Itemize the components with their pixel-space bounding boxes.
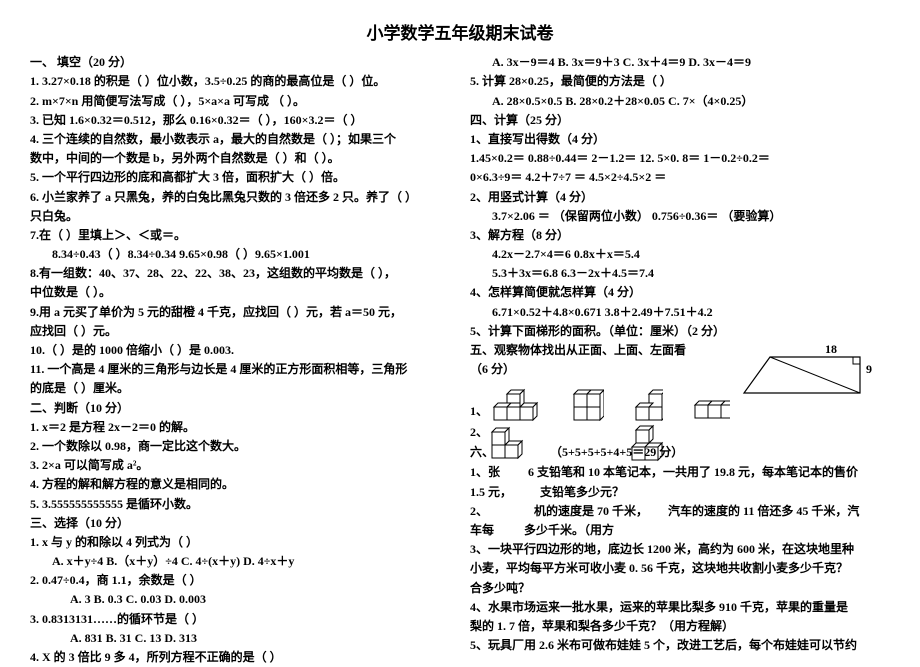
j2: 2. 一个数除以 0.98，商一定比这个数大。: [30, 437, 450, 456]
calc-5-heading: 5、计算下面梯形的面积。（单位：厘米）（2 分）: [470, 322, 890, 341]
s6-score: （5+5+5+5+4+5＝29 分）: [550, 445, 683, 459]
cube-shape-2: [572, 381, 604, 421]
q4a: 4. 三个连续的自然数，最小数表示 a，最大的自然数是（ ）；如果三个: [30, 130, 450, 149]
a1c: 1.5 元，: [470, 485, 512, 499]
j4: 4. 方程的解和解方程的意义是相同的。: [30, 475, 450, 494]
q3: 3. 已知 1.6×0.32＝0.512，那么 0.16×0.32＝（ ），16…: [30, 111, 450, 130]
cube-shapes-row: 1、: [470, 381, 730, 421]
j3: 3. 2×a 可以简写成 a²。: [30, 456, 450, 475]
trapezoid-diagonal: [770, 357, 860, 393]
q7a: 7.在（ ）里填上＞、＜或＝。: [30, 226, 450, 245]
a2d: 车每: [470, 523, 494, 537]
app-3b: 小麦，平均每平方米可收小麦 0. 56 千克，这块地共收割小麦多少千克？: [470, 559, 890, 578]
q8a: 8.有一组数：40、37、28、22、22、38、23，这组数的平均数是（ ），: [30, 264, 450, 283]
cube-shape-1: [492, 381, 542, 421]
trap-right-label: 9: [866, 362, 872, 376]
q11a: 11. 一个高是 4 厘米的三角形与边长是 4 厘米的正方形面积相等，三角形: [30, 360, 450, 379]
section-3-heading: 三、选择（10 分）: [30, 514, 450, 533]
a2a: 2、: [470, 504, 488, 518]
section-4-heading: 四、计算（25 分）: [470, 111, 890, 130]
q8b: 中位数是（ ）。: [30, 283, 450, 302]
section-5a: 五、观察物体找出从正面、上面、左面看 写在（ ）里: [470, 341, 730, 360]
x2: 2. 0.47÷0.4，商 1.1，余数是（ ）: [30, 571, 450, 590]
cube-shape-4: [693, 391, 730, 421]
x4-options: A. 3x－9＝4 B. 3x＝9＋3 C. 3x＋4＝9 D. 3x－4＝9: [470, 53, 890, 72]
a2e: 多少千米。（用方: [524, 523, 614, 537]
app-1a: 1、张 6 支铅笔和 10 本笔记本，一共用了 19.8 元，每本笔记本的售价: [470, 463, 890, 482]
a1a: 1、张: [470, 465, 500, 479]
q9a: 9.用 a 元买了单价为 5 元的甜橙 4 千克，应找回（ ）元，若 a＝50 …: [30, 303, 450, 322]
shape-2-label: 2、: [470, 423, 488, 442]
page-title: 小学数学五年级期末试卷: [30, 20, 890, 47]
c1b: 0×6.3÷9＝ 4.2＋7÷7 ＝ 4.5×2÷4.5×2 ＝: [470, 168, 890, 187]
q6b: 只白兔。: [30, 207, 450, 226]
c1a: 1.45×0.2＝ 0.88÷0.44＝ 2－1.2＝ 12. 5×0. 8＝ …: [470, 149, 890, 168]
a2b: 机的速度是 70 千米，: [534, 504, 648, 518]
trap-top-label: 18: [825, 343, 837, 356]
calc-3-heading: 3、解方程（8 分）: [470, 226, 890, 245]
x1-options: A. x＋y÷4 B.（x＋y）÷4 C. 4÷(x＋y) D. 4÷x＋y: [30, 552, 450, 571]
j1: 1. x＝2 是方程 2x－2＝0 的解。: [30, 418, 450, 437]
c3b: 5.3＋3x＝6.8 6.3－2x＋4.5＝7.4: [470, 264, 890, 283]
left-column: 一、 填空（20 分） 1. 3.27×0.18 的积是（ ）位小数，3.5÷0…: [30, 53, 450, 667]
x3: 3. 0.8313131……的循环节是（ ）: [30, 610, 450, 629]
q9b: 应找回（ ）元。: [30, 322, 450, 341]
app-4b: 梨的 1. 7 倍，苹果和梨各多少千克？（用方程解）: [470, 617, 890, 636]
a2c: 汽车的速度的 11 倍还多 45 千米，汽: [668, 504, 859, 518]
c3a: 4.2x－2.7×4＝6 0.8x＋x＝5.4: [470, 245, 890, 264]
row-2-shapes: 2、: [470, 423, 890, 463]
c4a: 6.71×0.52＋4.8×0.671 3.8＋2.49＋7.51＋4.2: [470, 303, 890, 322]
right-column: A. 3x－9＝4 B. 3x＝9＋3 C. 3x＋4＝9 D. 3x－4＝9 …: [470, 53, 890, 667]
x3-options: A. 831 B. 31 C. 13 D. 313: [30, 629, 450, 648]
section-1-heading: 一、 填空（20 分）: [30, 53, 450, 72]
q10: 10.（ ）是的 1000 倍缩小（ ）是 0.003.: [30, 341, 450, 360]
trapezoid-figure: 18 9: [740, 343, 880, 399]
x4: 4. X 的 3 倍比 9 多 4，所列方程不正确的是（ ）: [30, 648, 450, 667]
x1: 1. x 与 y 的和除以 4 列式为（ ）: [30, 533, 450, 552]
j5: 5. 3.555555555555 是循环小数。: [30, 495, 450, 514]
right-angle-mark: [853, 357, 860, 364]
calc-1-heading: 1、直接写出得数（4 分）: [470, 130, 890, 149]
app-1b: 1.5 元， 支铅笔多少元？: [470, 483, 890, 502]
cube-shape-3: [634, 381, 663, 421]
s6-label: 六、: [470, 445, 494, 459]
app-5: 5、玩具厂用 2.6 米布可做布娃娃 5 个，改进工艺后，每个布娃娃可以节约: [470, 636, 890, 655]
q7b: 8.34÷0.43（ ）8.34÷0.34 9.65×0.98（ ）9.65×1…: [30, 245, 450, 264]
section-2-heading: 二、判断（10 分）: [30, 399, 450, 418]
section-6-heading: 六、 （5+5+5+5+4+5＝29 分）: [470, 443, 683, 462]
app-2a: 2、 机的速度是 70 千米， 汽车的速度的 11 倍还多 45 千米，汽: [470, 502, 890, 521]
trapezoid-svg: 18 9: [740, 343, 880, 399]
calc-4-heading: 4、怎样算简便就怎样算（4 分）: [470, 283, 890, 302]
shape-1-label: 1、: [470, 402, 488, 421]
section-5-score: （6 分）: [470, 360, 730, 379]
app-4a: 4、水果市场运来一批水果，运来的苹果比梨多 910 千克，苹果的重量是: [470, 598, 890, 617]
q4b: 数中，中间的一个数是 b，另外两个自然数是（ ）和（ ）。: [30, 149, 450, 168]
q2: 2. m×7×n 用简便写法写成（ ），5×a×a 可写成 （ ）。: [30, 92, 450, 111]
s5a-text: 五、观察物体找出从正面、上面、左面看: [470, 343, 686, 357]
calc-2-heading: 2、用竖式计算（4 分）: [470, 188, 890, 207]
x5-options: A. 28×0.5×0.5 B. 28×0.2＋28×0.05 C. 7×（4×…: [470, 92, 890, 111]
x2-options: A. 3 B. 0.3 C. 0.03 D. 0.003: [30, 590, 450, 609]
q6a: 6. 小兰家养了 a 只黑兔，养的白兔比黑兔只数的 3 倍还多 2 只。养了（ …: [30, 188, 450, 207]
app-2b: 车每 多少千米。（用方: [470, 521, 890, 540]
app-3a: 3、一块平行四边形的地，底边长 1200 米，高约为 600 米，在这块地里种: [470, 540, 890, 559]
a1b: 6 支铅笔和 10 本笔记本，一共用了 19.8 元，每本笔记本的售价: [528, 465, 858, 479]
a1d: 支铅笔多少元？: [540, 485, 624, 499]
q1: 1. 3.27×0.18 的积是（ ）位小数，3.5÷0.25 的商的最高位是（…: [30, 72, 450, 91]
c2a: 3.7×2.06 ＝ （保留两位小数） 0.756÷0.36＝ （要验算）: [470, 207, 890, 226]
trapezoid-outline: [744, 357, 860, 393]
two-column-layout: 一、 填空（20 分） 1. 3.27×0.18 的积是（ ）位小数，3.5÷0…: [30, 53, 890, 667]
q5: 5. 一个平行四边形的底和高都扩大 3 倍，面积扩大（ ）倍。: [30, 168, 450, 187]
q11b: 的底是（ ）厘米。: [30, 379, 450, 398]
x5: 5. 计算 28×0.25，最简便的方法是（ ）: [470, 72, 890, 91]
app-3c: 合多少吨？: [470, 579, 890, 598]
